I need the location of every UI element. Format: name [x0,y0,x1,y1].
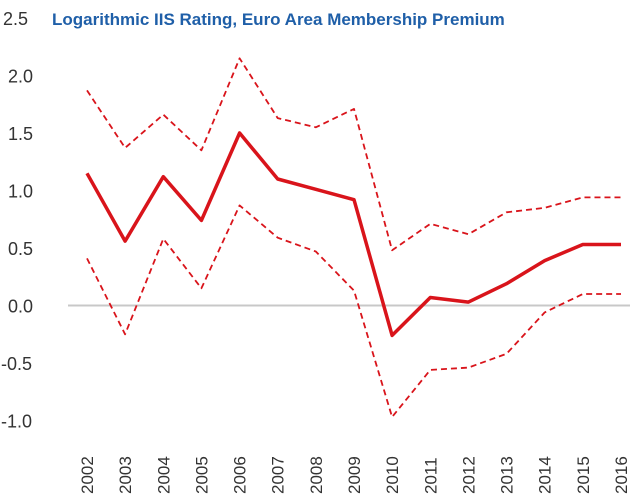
x-tick-label: 2009 [345,456,364,494]
y-axis: 2.0 1.5 1.0 0.5 0.0 -0.5 -1.0 [1,67,33,432]
y-tick-label: 1.5 [8,124,33,144]
x-tick-label: 2011 [421,457,440,494]
x-tick-label: 2005 [192,456,211,494]
x-tick-label: 2010 [383,456,402,494]
confidence-band-line [86,204,621,418]
y-tick-label: 2.0 [8,67,33,87]
y-tick-label-top: 2.5 [3,9,28,29]
x-tick-label: 2003 [116,456,135,494]
x-tick-label: 2004 [154,456,173,494]
confidence-band-line [86,57,621,252]
x-tick-label: 2012 [459,456,478,494]
x-tick-label: 2015 [574,456,593,494]
x-tick-label: 2016 [612,456,631,494]
x-tick-label: 2013 [498,456,517,494]
x-tick-label: 2014 [536,456,555,494]
estimate-line [85,131,621,338]
y-tick-label: 0.0 [8,297,33,317]
chart-title: Logarithmic IIS Rating, Euro Area Member… [52,10,505,29]
y-tick-label: -0.5 [1,354,32,374]
x-axis: 2002 2003 2004 2005 2006 2007 2008 2009 2010 2011… [78,456,631,494]
x-tick-label: 2008 [307,456,326,494]
x-tick-label: 2006 [231,456,250,494]
y-tick-label: 0.5 [8,239,33,259]
y-tick-label: 1.0 [8,182,33,202]
series-group [85,57,621,418]
x-tick-label: 2002 [78,456,97,494]
y-tick-label: -1.0 [1,412,32,432]
x-tick-label: 2007 [269,456,288,494]
